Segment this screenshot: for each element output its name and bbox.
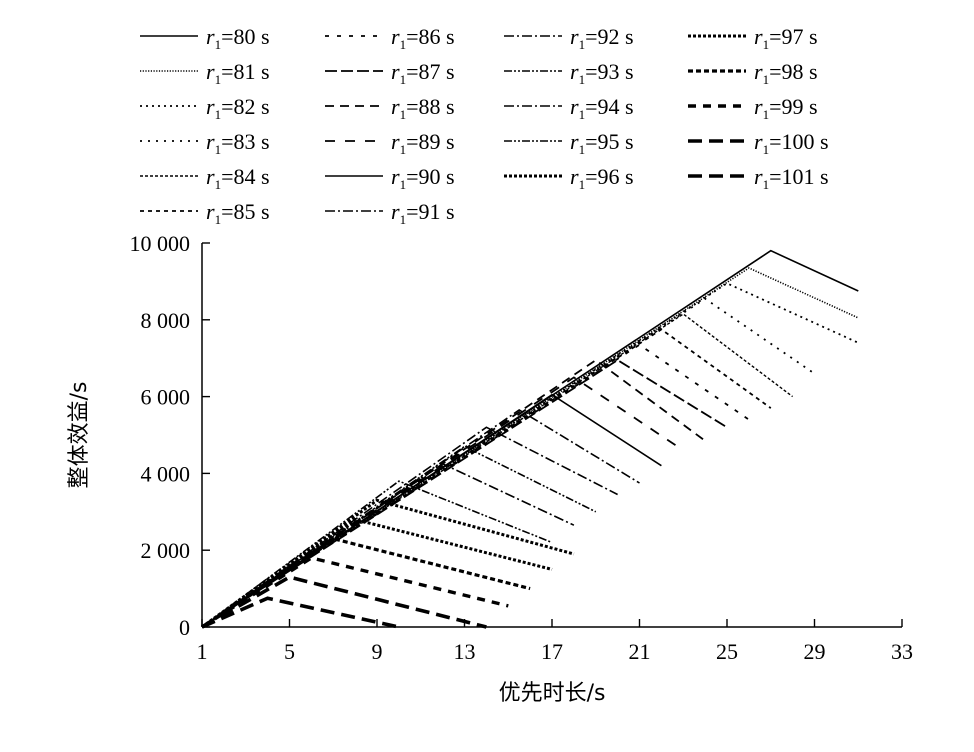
- y-tick-label: 4 000: [141, 461, 191, 486]
- x-tick-label: 5: [284, 639, 295, 664]
- legend-label: r1=98 s: [754, 59, 818, 87]
- x-tick-label: 33: [891, 639, 913, 664]
- x-tick-label: 21: [629, 639, 651, 664]
- legend: r1=80 s r1=81 s r1=82 s r1=83 s r1=84 s r1=85…: [140, 24, 829, 227]
- legend-item: r1=100 s: [688, 129, 829, 157]
- y-axis-label: 整体效益/s: [67, 382, 92, 489]
- series-line-21: [201, 575, 487, 629]
- y-tick-label: 8 000: [141, 308, 191, 333]
- legend-label: r1=85 s: [206, 199, 270, 227]
- x-tick-label: 29: [804, 639, 826, 664]
- y-tick-label: 6 000: [141, 385, 191, 410]
- series-line-5: [201, 313, 794, 628]
- legend-item: r1=88 s: [325, 94, 455, 122]
- x-axis-label: 优先时长/s: [499, 681, 606, 706]
- legend-item: r1=97 s: [688, 24, 818, 52]
- series-line-18: [201, 517, 553, 629]
- legend-item: r1=87 s: [325, 59, 455, 87]
- series-line-1: [201, 249, 859, 628]
- legend-item: r1=101 s: [688, 164, 829, 192]
- legend-item: r1=86 s: [325, 24, 455, 52]
- axes: 1 5 9 13 17 21 25 29 33 0 2 000 4 000 6 000 8 000 10 0…: [130, 231, 914, 664]
- legend-item: r1=96 s: [504, 164, 634, 192]
- y-tick-label: 0: [179, 615, 190, 640]
- legend-label: r1=88 s: [391, 94, 455, 122]
- x-tick-label: 13: [454, 639, 476, 664]
- legend-label: r1=84 s: [206, 164, 270, 192]
- x-tick-label: 9: [372, 639, 383, 664]
- series-line-13: [201, 426, 618, 628]
- x-tick-label: 1: [197, 639, 208, 664]
- legend-label: r1=97 s: [754, 24, 818, 52]
- legend-item: r1=81 s: [140, 59, 270, 87]
- series-line-3: [201, 282, 859, 628]
- legend-label: r1=89 s: [391, 129, 455, 157]
- series-line-12: [201, 409, 640, 628]
- legend-label: r1=90 s: [391, 164, 455, 192]
- legend-label: r1=86 s: [391, 24, 455, 52]
- series-line-7: [201, 343, 750, 628]
- legend-label: r1=95 s: [570, 129, 634, 157]
- legend-label: r1=96 s: [570, 164, 634, 192]
- y-tick-label: 2 000: [141, 538, 191, 563]
- legend-item: r1=80 s: [140, 24, 270, 52]
- series-line-22: [201, 596, 400, 629]
- legend-label: r1=81 s: [206, 59, 270, 87]
- series-line-16: [201, 480, 553, 628]
- legend-item: r1=90 s: [325, 164, 455, 192]
- series-line-8: [201, 359, 728, 628]
- legend-label: r1=94 s: [570, 94, 634, 122]
- legend-item: r1=85 s: [140, 199, 270, 227]
- legend-item: r1=89 s: [325, 129, 455, 157]
- legend-label: r1=92 s: [570, 24, 634, 52]
- legend-item: r1=93 s: [504, 59, 634, 87]
- legend-label: r1=87 s: [391, 59, 455, 87]
- legend-item: r1=98 s: [688, 59, 818, 87]
- series-line-10: [201, 376, 684, 628]
- series-line-2: [201, 267, 859, 628]
- legend-label: r1=82 s: [206, 94, 270, 122]
- legend-item: r1=94 s: [504, 94, 634, 122]
- plot-area: [201, 249, 859, 629]
- legend-label: r1=99 s: [754, 94, 818, 122]
- series-line-17: [201, 498, 575, 629]
- legend-item: r1=99 s: [688, 94, 818, 122]
- x-tick-label: 17: [541, 639, 563, 664]
- legend-item: r1=84 s: [140, 164, 270, 192]
- series-line-9: [201, 358, 706, 628]
- legend-label: r1=91 s: [391, 199, 455, 227]
- legend-label: r1=93 s: [570, 59, 634, 87]
- series-line-14: [201, 445, 597, 628]
- legend-label: r1=100 s: [754, 129, 829, 157]
- legend-label: r1=101 s: [754, 164, 829, 192]
- x-tick-label: 25: [716, 639, 738, 664]
- legend-label: r1=83 s: [206, 129, 270, 157]
- legend-item: r1=91 s: [325, 199, 455, 227]
- y-tick-label: 10 000: [130, 231, 191, 256]
- legend-item: r1=83 s: [140, 129, 270, 157]
- legend-item: r1=82 s: [140, 94, 270, 122]
- legend-item: r1=92 s: [504, 24, 634, 52]
- series-line-6: [201, 328, 772, 628]
- legend-label: r1=80 s: [206, 24, 270, 52]
- legend-item: r1=95 s: [504, 129, 634, 157]
